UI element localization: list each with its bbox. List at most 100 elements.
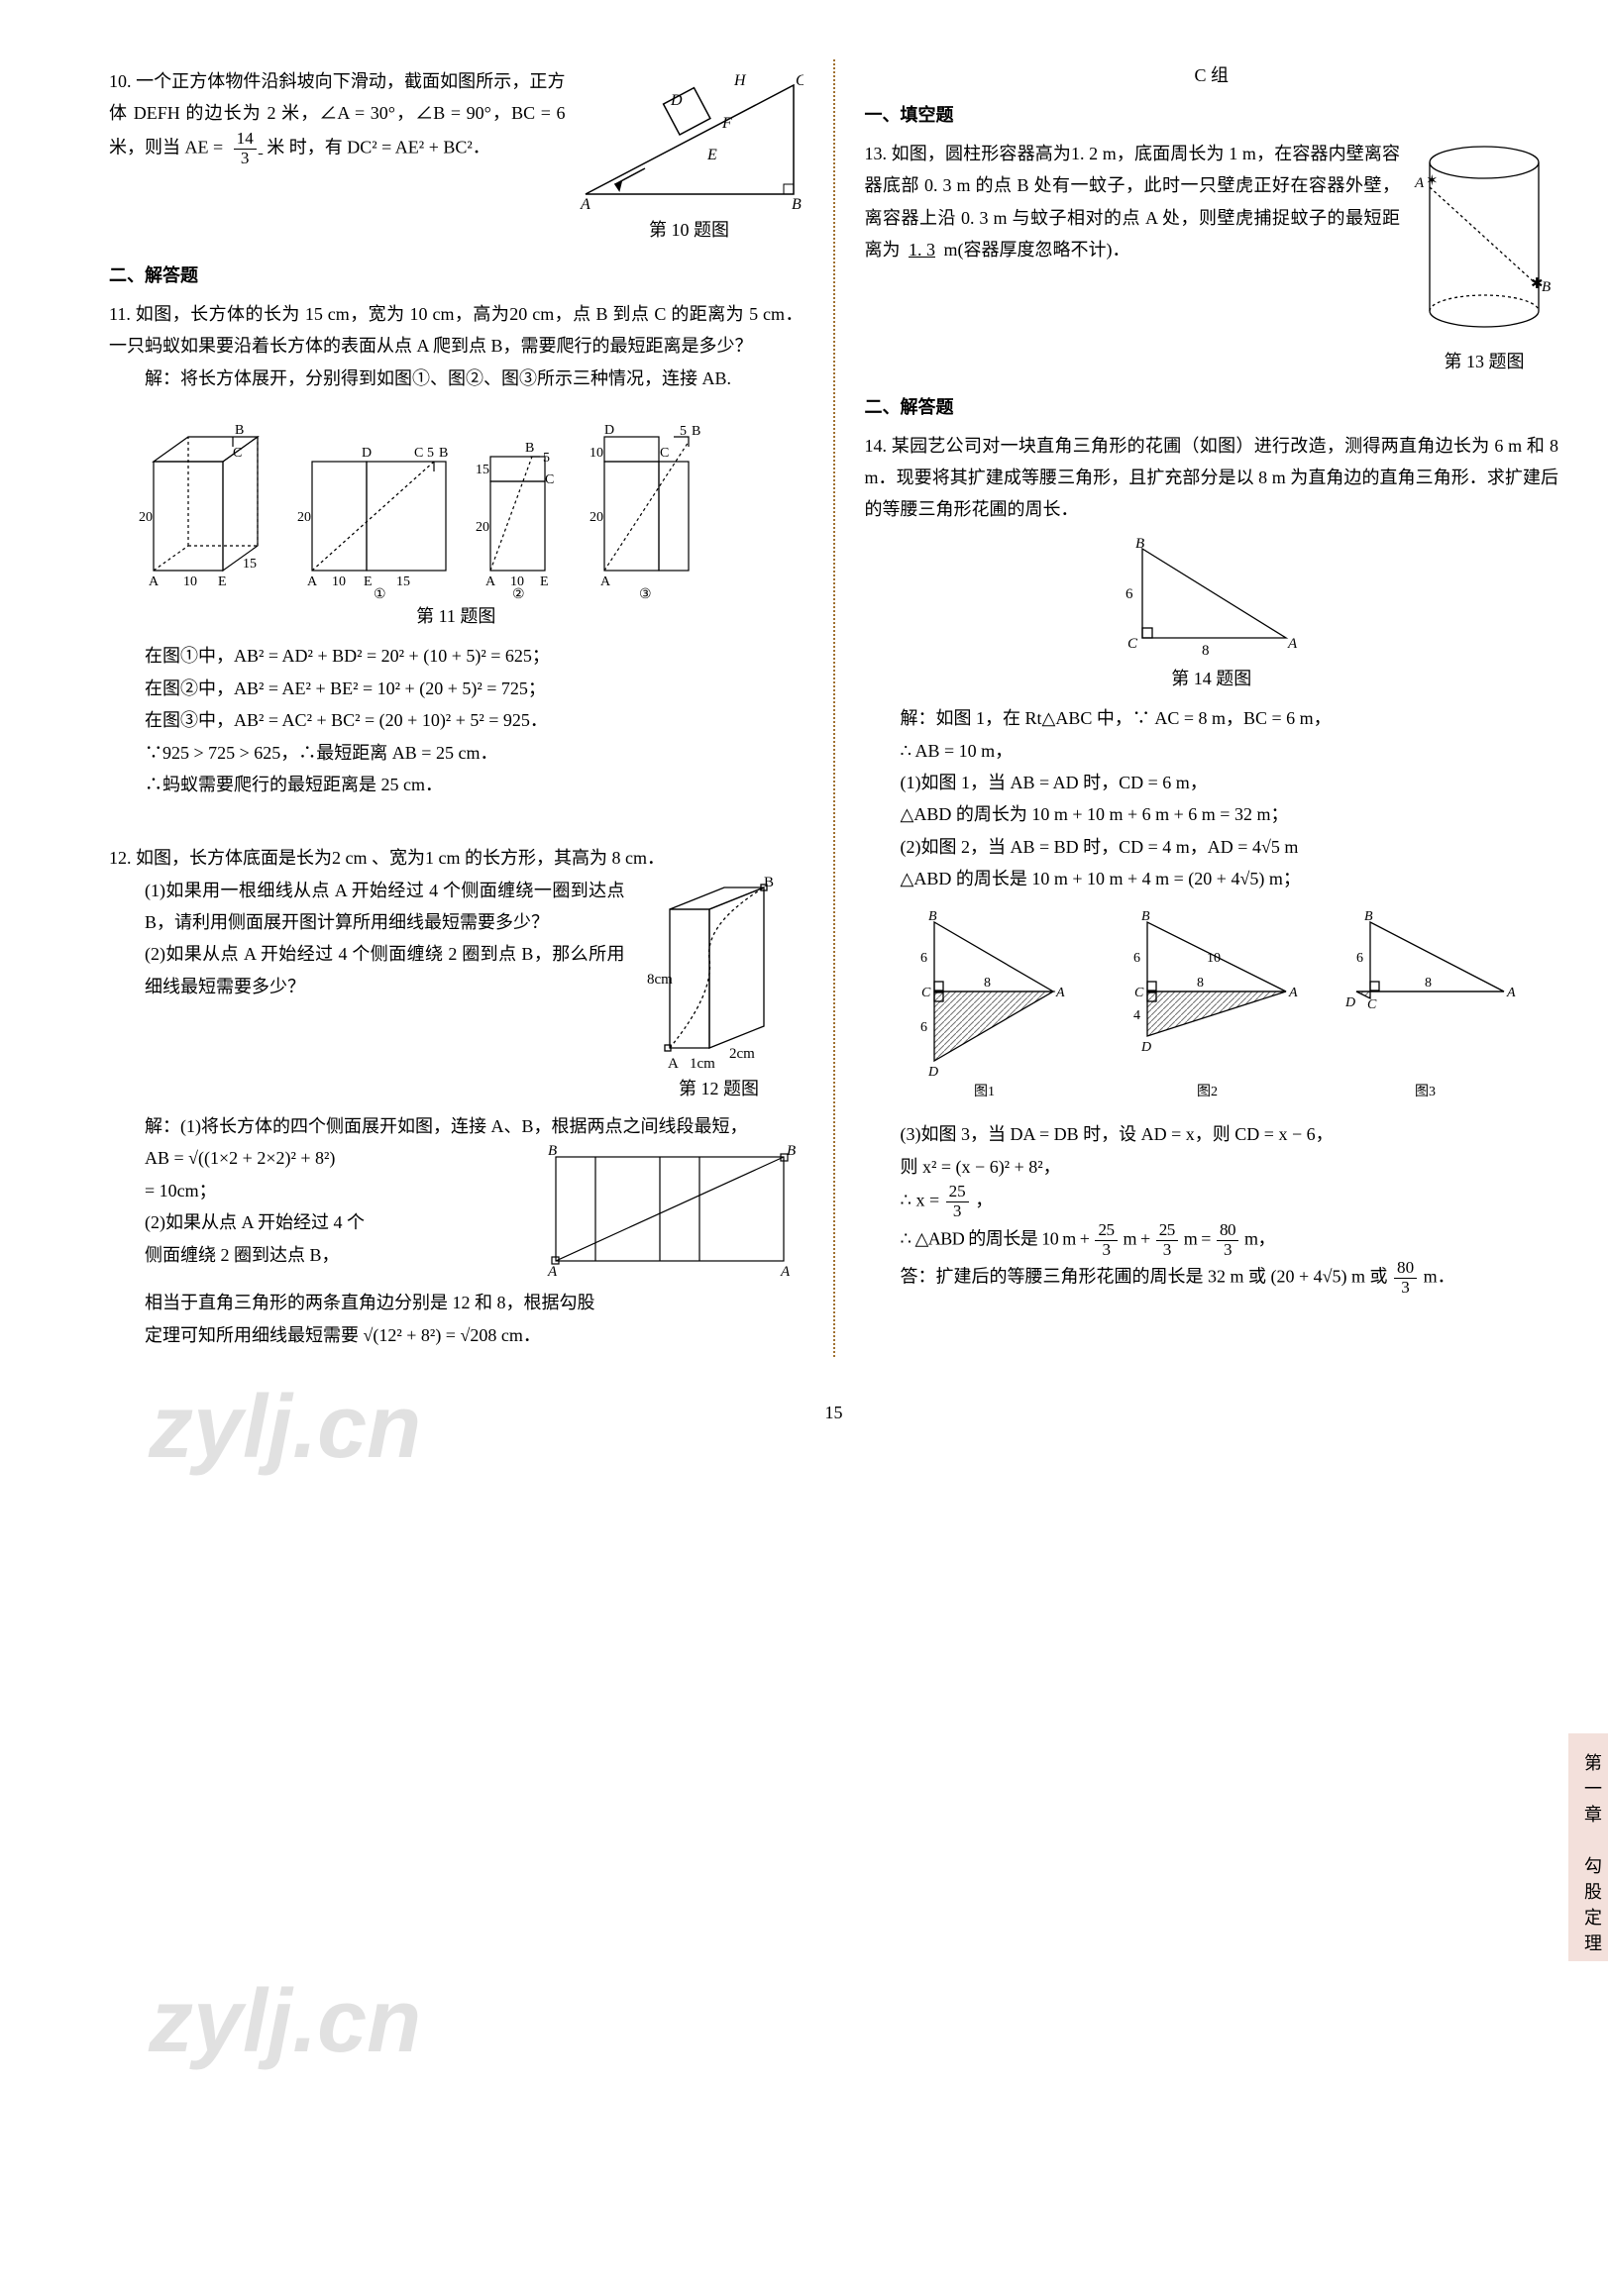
- svg-text:B: B: [792, 196, 802, 213]
- column-divider: [833, 59, 835, 1357]
- frac-n: 25: [946, 1183, 969, 1202]
- svg-text:A: A: [780, 1264, 791, 1280]
- svg-text:A: A: [668, 1056, 679, 1072]
- q12-figure-unfold: AA BB: [546, 1142, 804, 1281]
- q13-answer: 1. 3: [905, 240, 939, 260]
- section-1-head-r: 一、填空题: [865, 99, 1559, 131]
- frac-n: 25: [1156, 1221, 1178, 1241]
- svg-text:B: B: [787, 1143, 796, 1159]
- q14-answer: 答：扩建后的等腰三角形花圃的周长是 32 m 或 (20 + 4√5) m 或 …: [865, 1259, 1559, 1298]
- svg-text:C: C: [796, 72, 804, 89]
- svg-text:8cm: 8cm: [647, 972, 673, 988]
- frac-n: 80: [1394, 1259, 1417, 1279]
- svg-text:E: E: [218, 574, 227, 589]
- q13-text2: m(容器厚度忽略不计)．: [944, 240, 1130, 260]
- right-column: C 组 一、填空题 A ✶ B ✱ 第 13 题图: [865, 59, 1559, 1357]
- svg-text:C: C: [660, 446, 669, 461]
- svg-text:20: 20: [139, 510, 153, 525]
- q14-text: 14. 某园艺公司对一块直角三角形的花圃（如图）进行改造，测得两直角边长为 6 …: [865, 430, 1559, 526]
- svg-text:20: 20: [590, 510, 603, 525]
- svg-text:✶: ✶: [1426, 173, 1439, 189]
- q10-figure: A B C D E F H 第 10 题图: [576, 65, 804, 246]
- q11-line1: 在图①中，AB² = AD² + BD² = 20² + (10 + 5)² =…: [109, 640, 804, 672]
- q14-ans-post: m．: [1424, 1267, 1455, 1287]
- chapter-tab: 第一章 勾股定理: [1568, 1733, 1608, 1961]
- svg-text:20: 20: [476, 520, 489, 535]
- frac-d: 3: [1217, 1241, 1238, 1260]
- svg-text:②: ②: [512, 587, 525, 600]
- q10-text2: 米 时，有 DC² = AE² + BC²．: [267, 137, 490, 157]
- q10-ans-num: 14: [234, 130, 257, 150]
- q10-answer: 143: [228, 137, 268, 157]
- q14-c3c-pre: ∴ x =: [901, 1191, 944, 1210]
- frac-d: 3: [1156, 1241, 1178, 1260]
- svg-text:E: E: [364, 574, 373, 589]
- q14-c3d-post: m，: [1244, 1228, 1275, 1248]
- svg-text:8: 8: [1197, 976, 1204, 991]
- svg-text:✱: ✱: [1531, 276, 1544, 292]
- q14-c3c: ∴ x = 253 ，: [865, 1183, 1559, 1221]
- svg-text:20: 20: [297, 510, 311, 525]
- svg-text:B: B: [525, 441, 534, 456]
- svg-text:B: B: [1141, 909, 1150, 924]
- svg-text:E: E: [706, 147, 717, 163]
- q14-c1a: (1)如图 1，当 AB = AD 时，CD = 6 m，: [865, 767, 1559, 798]
- svg-text:15: 15: [476, 463, 489, 477]
- q12-figure-caption: 第 12 题图: [635, 1073, 804, 1104]
- svg-text:6: 6: [920, 951, 927, 966]
- svg-text:图1: 图1: [974, 1085, 995, 1099]
- svg-text:B: B: [439, 446, 448, 461]
- svg-text:A: A: [547, 1264, 558, 1280]
- frac-d: 3: [946, 1202, 969, 1221]
- group-c-title: C 组: [865, 59, 1559, 91]
- svg-text:A: A: [149, 574, 160, 589]
- q14-figure-caption: 第 14 题图: [865, 663, 1559, 694]
- q14-c2a: (2)如图 2，当 AB = BD 时，CD = 4 m，AD = 4√5 m: [865, 831, 1559, 863]
- page-number: 15: [109, 1397, 1558, 1428]
- svg-text:D: D: [604, 423, 614, 438]
- svg-text:C: C: [1134, 986, 1144, 1000]
- svg-text:B: B: [1135, 536, 1144, 552]
- svg-text:B: B: [235, 423, 244, 438]
- section-2-head-r: 二、解答题: [865, 391, 1559, 423]
- svg-text:A: A: [1287, 636, 1298, 652]
- svg-text:F: F: [721, 115, 732, 132]
- svg-text:10: 10: [1207, 951, 1221, 966]
- svg-text:A: A: [580, 196, 590, 213]
- q11-sol-intro: 解：将长方体展开，分别得到如图①、图②、图③所示三种情况，连接 AB.: [109, 363, 804, 394]
- q14: 14. 某园艺公司对一块直角三角形的花圃（如图）进行改造，测得两直角边长为 6 …: [865, 430, 1559, 1298]
- svg-text:6: 6: [1126, 586, 1133, 602]
- q12-sol2d: 定理可知所用细线最短需要 √(12² + 8²) = √208 cm．: [109, 1319, 804, 1351]
- svg-text:5: 5: [680, 424, 687, 439]
- svg-text:C: C: [1367, 997, 1377, 1012]
- svg-text:E: E: [540, 574, 549, 589]
- section-2-head: 二、解答题: [109, 260, 804, 291]
- q14-sol-h: 解：如图 1，在 Rt△ABC 中，∵ AC = 8 m，BC = 6 m，: [865, 702, 1559, 734]
- q11-figure: A10E 15 20 CB A10E15 20 DC5B ① A10E 2015…: [109, 402, 804, 632]
- svg-text:图3: 图3: [1415, 1085, 1436, 1099]
- svg-text:6: 6: [920, 1020, 927, 1035]
- frac-n: 25: [1095, 1221, 1117, 1241]
- svg-text:C: C: [414, 446, 423, 461]
- svg-text:D: D: [927, 1065, 938, 1080]
- svg-text:5: 5: [543, 451, 550, 466]
- frac-d: 3: [1394, 1279, 1417, 1298]
- svg-text:D: D: [362, 446, 372, 461]
- svg-text:A: A: [485, 574, 496, 589]
- watermark: zylj.cn: [149, 1941, 421, 2102]
- q14-c1b: △ABD 的周长为 10 m + 10 m + 6 m + 6 m = 32 m…: [865, 798, 1559, 830]
- q11-line4: ∵925 > 725 > 625，∴最短距离 AB = 25 cm．: [109, 737, 804, 769]
- svg-text:H: H: [733, 72, 747, 89]
- q14-c3d: ∴ △ABD 的周长是 10 m + 253 m + 253 m = 803 m…: [865, 1221, 1559, 1260]
- q13-figure: A ✶ B ✱ 第 13 题图: [1410, 138, 1558, 377]
- svg-text:4: 4: [1133, 1008, 1140, 1023]
- svg-text:D: D: [670, 92, 683, 109]
- svg-text:6: 6: [1356, 951, 1363, 966]
- svg-text:15: 15: [243, 557, 257, 572]
- q11-line3: 在图③中，AB² = AC² + BC² = (20 + 10)² + 5² =…: [109, 704, 804, 736]
- q12-figure-main: A1cm2cm 8cmB 第 12 题图: [635, 875, 804, 1104]
- q10-ans-den: 3: [234, 150, 257, 168]
- q14-figure-main: B C A 6 8 第 14 题图: [865, 534, 1559, 694]
- svg-text:①: ①: [374, 587, 386, 600]
- svg-text:B: B: [764, 875, 774, 890]
